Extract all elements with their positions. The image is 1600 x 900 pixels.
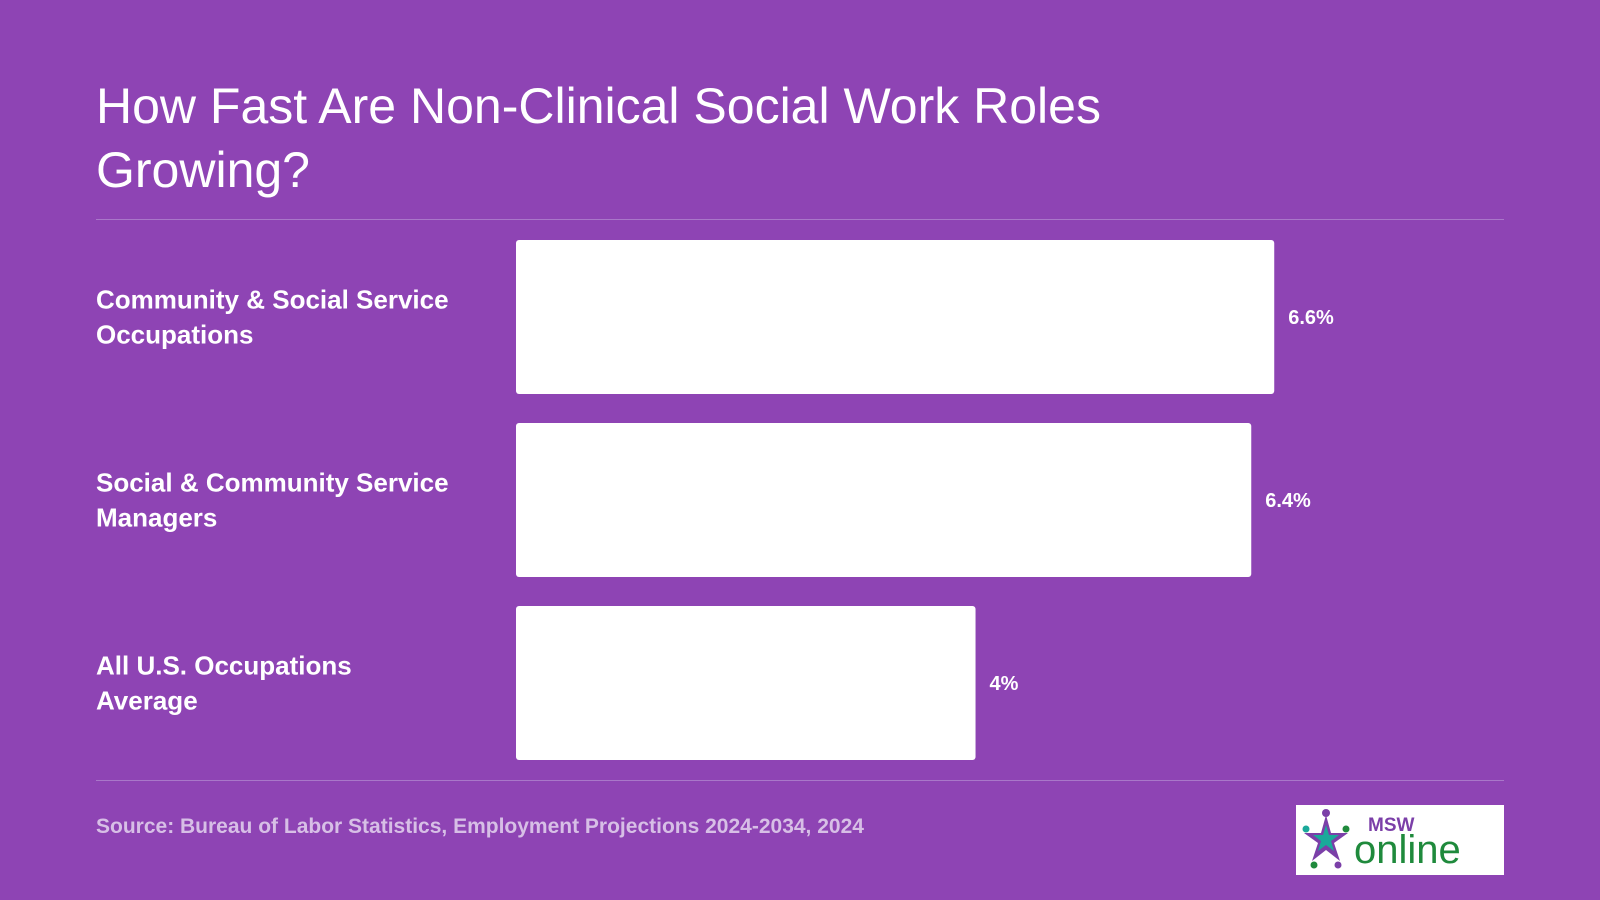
value-label-2: 6.4% [1265,490,1311,512]
chart-title: How Fast Are Non-Clinical Social Work Ro… [96,78,1101,198]
category-label-3: All U.S. Occupations Average [96,651,352,716]
bottom-divider [96,780,1504,781]
top-divider [96,219,1504,220]
bar-3 [516,606,976,760]
value-label-1: 6.6% [1288,307,1334,329]
category-label-2: Social & Community Service Managers [96,468,449,533]
msw-online-logo: MSW online [1296,805,1504,875]
star-people-icon [1302,809,1350,869]
category-label-1: Community & Social Service Occupations [96,285,449,350]
bar-2 [516,423,1252,577]
logo-main-text: online [1354,828,1461,872]
bar-1 [516,240,1275,394]
value-label-3: 4% [990,673,1019,695]
logo-top-text: MSW [1368,815,1415,836]
source-note: Source: Bureau of Labor Statistics, Empl… [96,815,864,838]
